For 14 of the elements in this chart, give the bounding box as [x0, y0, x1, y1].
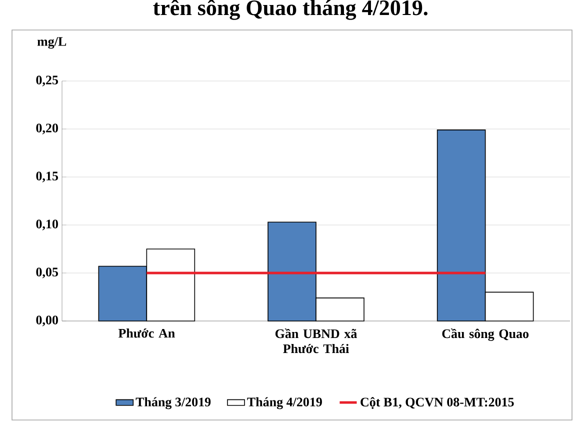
y-tick-label: 0,00: [36, 316, 58, 326]
x-tick-label: Gần UBND xã Phước Thái: [275, 328, 357, 354]
legend-label: Tháng 3/2019: [136, 397, 211, 410]
y-tick-label: 0,20: [36, 124, 58, 134]
y-tick-label: 0,10: [36, 220, 58, 230]
y-tick-label: 0,05: [36, 268, 58, 278]
legend-label: Tháng 4/2019: [247, 397, 322, 410]
y-tick-label: 0,15: [36, 172, 58, 182]
legend-label: Cột B1, QCVN 08-MT:2015: [360, 397, 514, 409]
y-tick-label: 0,25: [36, 76, 58, 86]
chart-title: trên sông Quao tháng 4/2019.: [153, 0, 428, 20]
y-axis-title: mg/L: [37, 37, 66, 49]
x-tick-label: Phước An: [118, 328, 175, 338]
x-tick-label: Cầu sông Quao: [442, 328, 529, 341]
